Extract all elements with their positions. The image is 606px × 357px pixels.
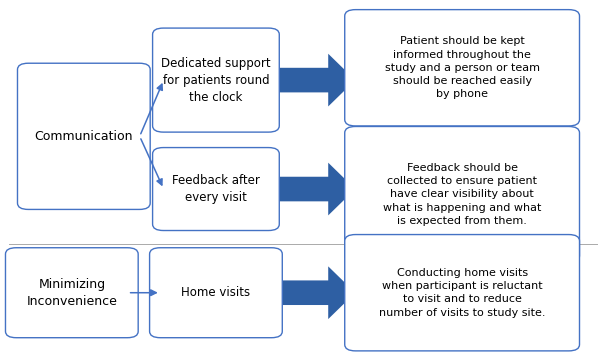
Polygon shape [271,266,355,319]
Text: Feedback after
every visit: Feedback after every visit [172,174,260,204]
Text: Patient should be kept
informed throughout the
study and a person or team
should: Patient should be kept informed througho… [385,36,539,99]
Text: Home visits: Home visits [181,286,250,299]
FancyBboxPatch shape [153,147,279,231]
FancyBboxPatch shape [150,248,282,338]
Polygon shape [269,163,355,215]
Text: Communication: Communication [35,130,133,143]
Text: Dedicated support
for patients round
the clock: Dedicated support for patients round the… [161,57,271,104]
FancyBboxPatch shape [345,235,579,351]
FancyBboxPatch shape [345,10,579,126]
Text: Minimizing
Inconvenience: Minimizing Inconvenience [27,278,118,308]
Text: Feedback should be
collected to ensure patient
have clear visibility about
what : Feedback should be collected to ensure p… [383,163,541,226]
FancyBboxPatch shape [18,63,150,210]
Text: Conducting home visits
when participant is reluctant
to visit and to reduce
numb: Conducting home visits when participant … [379,268,545,317]
FancyBboxPatch shape [345,126,579,262]
Polygon shape [269,54,355,106]
FancyBboxPatch shape [5,248,138,338]
FancyBboxPatch shape [153,28,279,132]
